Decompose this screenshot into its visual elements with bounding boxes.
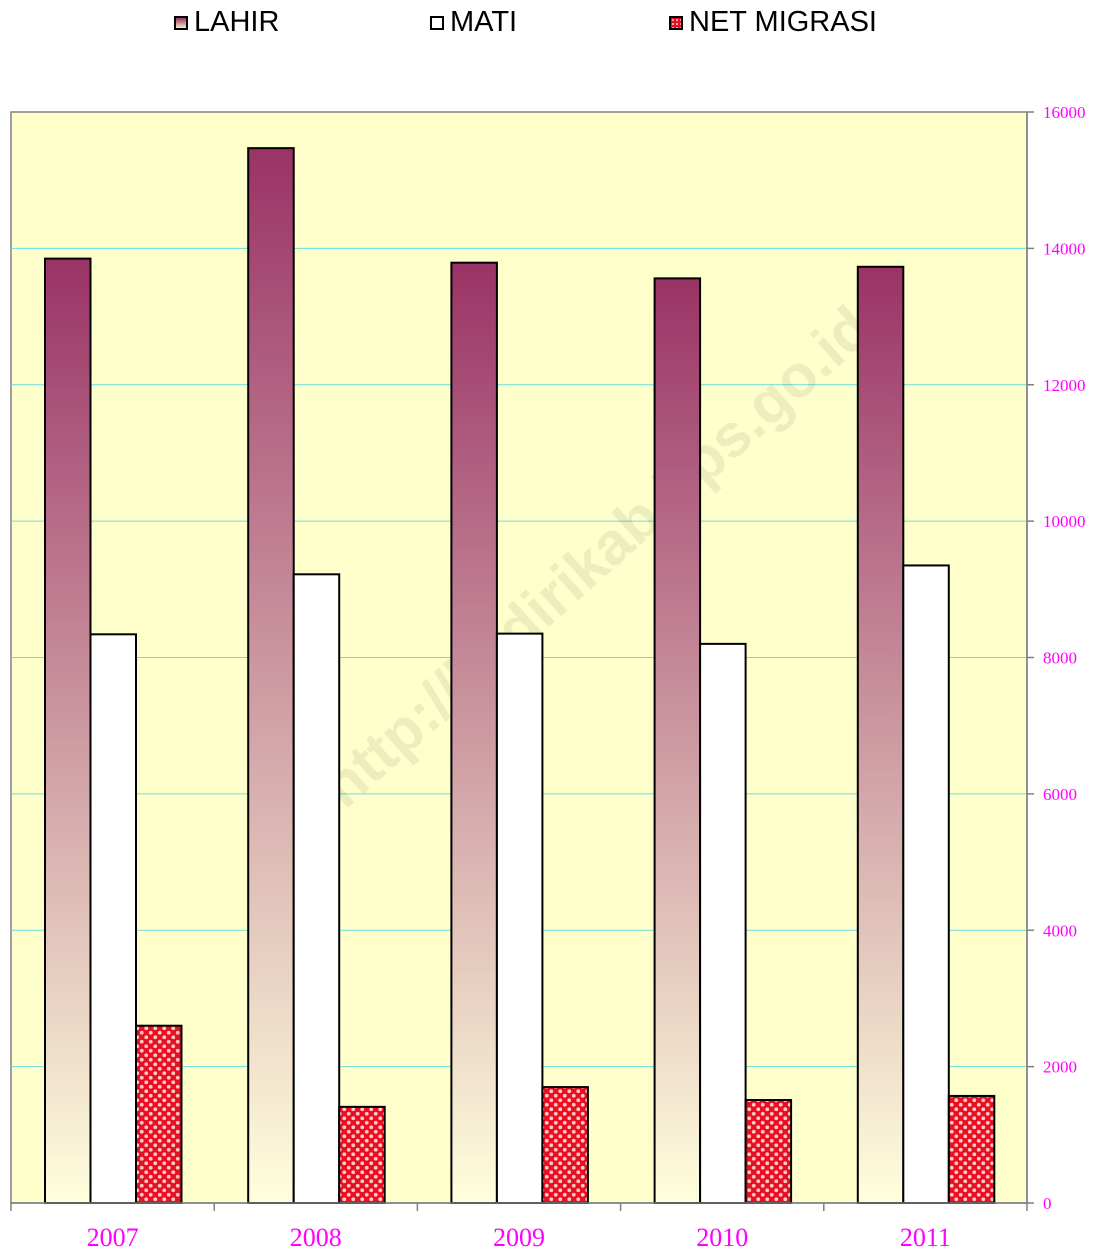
- y-tick-label: 12000: [1043, 376, 1086, 395]
- x-tick-label: 2010: [696, 1223, 748, 1252]
- legend-item-lahir: LAHIR: [174, 6, 279, 39]
- bar-net-migrasi-2010: [744, 1099, 793, 1204]
- x-tick-label: 2007: [87, 1223, 139, 1252]
- mati-swatch-icon: [430, 15, 444, 30]
- legend-label-lahir: LAHIR: [194, 6, 280, 38]
- y-tick-label: 4000: [1043, 921, 1077, 940]
- bar-net-migrasi-2007: [135, 1024, 183, 1205]
- bar-net-migrasi-2011: [947, 1094, 996, 1205]
- y-tick-label: 14000: [1043, 239, 1086, 258]
- y-tick-label: 0: [1043, 1194, 1052, 1213]
- y-tick-label: 6000: [1043, 785, 1077, 804]
- bar-mati-2009: [495, 632, 544, 1204]
- lahir-swatch-icon: [174, 15, 188, 30]
- bar-mati-2008: [292, 573, 341, 1204]
- net-migrasi-swatch-icon: [669, 15, 683, 30]
- y-tick-label: 8000: [1043, 649, 1077, 668]
- bar-lahir-2011: [856, 265, 905, 1204]
- legend: LAHIR MATI NET MIGRASI: [0, 6, 1101, 46]
- legend-label-mati: MATI: [450, 6, 518, 38]
- axes: 0 2000 4000 6000 8000 10000 12000 14000 16000 200…: [10, 103, 1086, 1252]
- x-tick-label: 2008: [290, 1223, 342, 1252]
- bar-mati-2011: [902, 564, 950, 1204]
- bar-net-migrasi-2008: [338, 1105, 386, 1204]
- y-tick-label: 16000: [1043, 103, 1086, 122]
- bar-mati-2010: [699, 642, 747, 1204]
- bar-lahir-2009: [450, 261, 498, 1204]
- bar-lahir-2008: [247, 147, 295, 1204]
- legend-item-mati: MATI: [430, 6, 517, 39]
- legend-item-net-migrasi: NET MIGRASI: [669, 6, 877, 39]
- bar-mati-2007: [89, 633, 137, 1204]
- x-tick-label: 2009: [493, 1223, 545, 1252]
- x-tick-label: 2011: [900, 1223, 951, 1252]
- y-tick-label: 10000: [1043, 512, 1086, 531]
- legend-label-net-migrasi: NET MIGRASI: [689, 6, 877, 38]
- bar-net-migrasi-2009: [541, 1086, 589, 1205]
- y-tick-label: 2000: [1043, 1058, 1077, 1077]
- bar-lahir-2007: [44, 257, 92, 1204]
- bar-lahir-2010: [653, 277, 702, 1204]
